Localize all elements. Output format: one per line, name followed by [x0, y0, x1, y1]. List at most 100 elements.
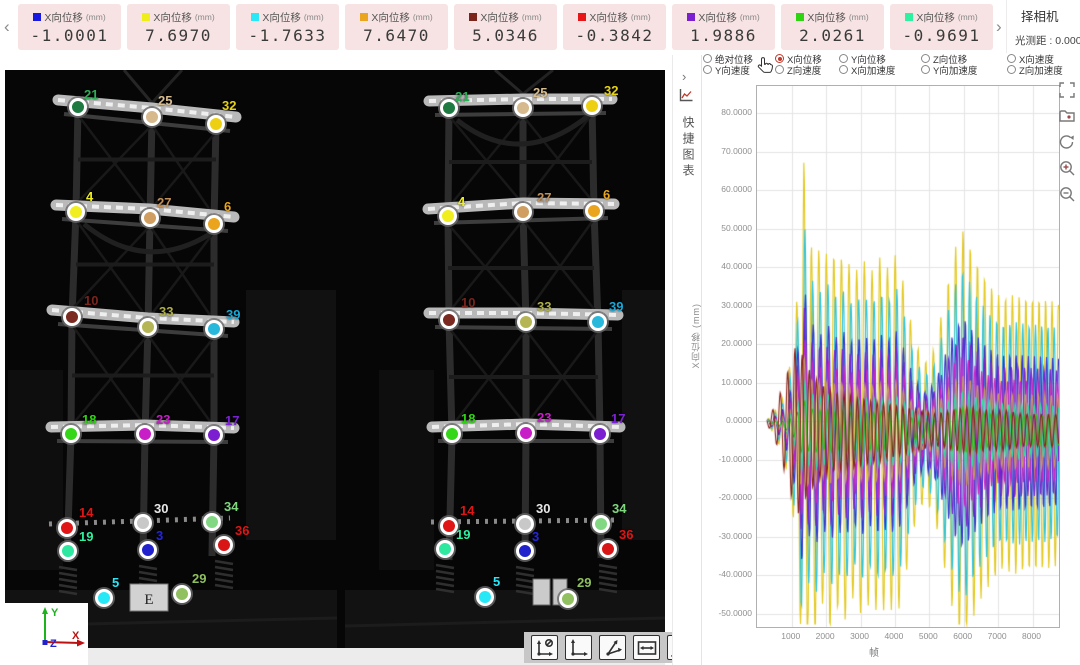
quick-chart-tab-label[interactable]: 快捷图表	[681, 116, 695, 180]
tracking-marker-4[interactable]	[67, 203, 85, 221]
radio-option-Y向位移[interactable]: Y向位移	[839, 53, 921, 66]
tracking-marker-25[interactable]	[514, 99, 532, 117]
radio-button-icon[interactable]	[921, 54, 930, 63]
marker-number-label: 6	[224, 199, 232, 214]
tracking-marker-21[interactable]	[69, 98, 87, 116]
tracking-marker-10[interactable]	[63, 308, 81, 326]
tracking-marker-36[interactable]	[215, 536, 233, 554]
tracking-marker-18[interactable]	[443, 425, 461, 443]
measurement-card[interactable]: X向位移 (mm) -0.3842	[563, 4, 666, 50]
chart-plot-area[interactable]	[756, 85, 1060, 628]
tracking-marker-6[interactable]	[585, 202, 603, 220]
tracking-marker-17[interactable]	[591, 425, 609, 443]
camera-images[interactable]: E	[5, 70, 665, 648]
tracking-marker-6[interactable]	[205, 215, 223, 233]
radio-option-Z向加速度[interactable]: Z向加速度	[1007, 64, 1080, 77]
radio-option-X向加速度[interactable]: X向加速度	[839, 64, 921, 77]
radio-option-Z向位移[interactable]: Z向位移	[921, 53, 1007, 66]
radio-button-icon[interactable]	[775, 54, 784, 63]
tracking-marker-23[interactable]	[136, 425, 154, 443]
measurement-card[interactable]: X向位移 (mm) 7.6970	[127, 4, 230, 50]
fullscreen-button[interactable]	[1058, 81, 1076, 99]
cards-scroll-left-button[interactable]: ‹	[4, 17, 10, 36]
cards-scroll-right-button[interactable]: ›	[996, 17, 1002, 36]
tracking-marker-36[interactable]	[599, 540, 617, 558]
tracking-marker-17[interactable]	[205, 426, 223, 444]
series-color-swatch	[251, 13, 260, 21]
tracking-marker-21[interactable]	[440, 99, 458, 117]
collapse-chevron-icon[interactable]: ›	[682, 69, 687, 84]
radio-option-Z向速度[interactable]: Z向速度	[775, 64, 839, 77]
radio-button-icon[interactable]	[703, 54, 712, 63]
axes-corner-button[interactable]	[565, 635, 592, 660]
radio-button-icon[interactable]	[703, 65, 712, 74]
card-metric-label: X向位移	[698, 11, 737, 24]
measurement-card[interactable]: X向位移 (mm) -0.9691	[890, 4, 993, 50]
tracking-marker-10[interactable]	[440, 311, 458, 329]
measurement-card[interactable]: X向位移 (mm) 7.6470	[345, 4, 448, 50]
camera-left-image[interactable]: E	[5, 70, 337, 648]
tracking-marker-14[interactable]	[58, 519, 76, 537]
marker-number-label: 4	[458, 194, 466, 209]
marker-number-label: 21	[84, 87, 99, 102]
tracking-marker-30[interactable]	[134, 514, 152, 532]
marker-number-label: 33	[159, 304, 174, 319]
x-tick-label: 1000	[781, 631, 801, 641]
axes-rotated-button[interactable]	[599, 635, 626, 660]
refresh-button[interactable]	[1058, 133, 1076, 151]
tracking-marker-29[interactable]	[559, 590, 577, 608]
tracking-marker-5[interactable]	[476, 588, 494, 606]
tracking-marker-27[interactable]	[514, 203, 532, 221]
marker-number-label: 30	[154, 501, 169, 516]
zoom-in-button[interactable]	[1058, 159, 1076, 177]
tracking-marker-29[interactable]	[173, 585, 191, 603]
radio-button-icon[interactable]	[921, 65, 930, 74]
measurement-card[interactable]: X向位移 (mm) 5.0346	[454, 4, 557, 50]
save-folder-button[interactable]	[1058, 107, 1076, 125]
tracking-marker-27[interactable]	[141, 209, 159, 227]
horizontal-range-button[interactable]	[633, 635, 660, 660]
tracking-marker-30[interactable]	[516, 515, 534, 533]
measurement-card[interactable]: X向位移 (mm) 2.0261	[781, 4, 884, 50]
measurement-card[interactable]: X向位移 (mm) -1.0001	[18, 4, 121, 50]
radio-button-icon[interactable]	[839, 54, 848, 63]
tracking-marker-25[interactable]	[143, 108, 161, 126]
tracking-marker-5[interactable]	[95, 589, 113, 607]
tracking-marker-3[interactable]	[139, 541, 157, 559]
tracking-marker-19[interactable]	[436, 540, 454, 558]
radio-button-icon[interactable]	[839, 65, 848, 74]
tracking-marker-33[interactable]	[139, 318, 157, 336]
radio-button-icon[interactable]	[775, 65, 784, 74]
tracking-marker-34[interactable]	[203, 513, 221, 531]
camera-right-image[interactable]	[345, 70, 665, 648]
zoom-out-button[interactable]	[1058, 185, 1076, 203]
radio-option-Y向速度[interactable]: Y向速度	[703, 64, 775, 77]
tracking-marker-3[interactable]	[516, 542, 534, 560]
measurement-card[interactable]: X向位移 (mm) 1.9886	[672, 4, 775, 50]
tracking-marker-19[interactable]	[59, 542, 77, 560]
tracking-marker-39[interactable]	[589, 313, 607, 331]
radio-option-绝对位移[interactable]: 绝对位移	[703, 53, 775, 66]
radio-option-X向速度[interactable]: X向速度	[1007, 53, 1080, 66]
radio-option-X向位移[interactable]: X向位移	[775, 53, 839, 66]
chart-canvas[interactable]	[757, 86, 1059, 627]
tracking-marker-18[interactable]	[62, 425, 80, 443]
marker-number-label: 39	[609, 299, 624, 314]
tracking-marker-34[interactable]	[592, 515, 610, 533]
axes-protractor-button[interactable]	[531, 635, 558, 660]
zoom-out-icon	[1060, 187, 1075, 202]
tracking-marker-39[interactable]	[205, 320, 223, 338]
tracking-marker-32[interactable]	[583, 97, 601, 115]
tracking-marker-14[interactable]	[440, 517, 458, 535]
measurement-cards: X向位移 (mm) -1.0001 X向位移 (mm) 7.6970 X向位移 …	[18, 4, 993, 50]
radio-button-icon[interactable]	[1007, 65, 1016, 74]
select-camera-label[interactable]: 择相机	[1021, 10, 1059, 24]
radio-button-icon[interactable]	[1007, 54, 1016, 63]
measurement-card[interactable]: X向位移 (mm) -1.7633	[236, 4, 339, 50]
tracking-marker-4[interactable]	[439, 207, 457, 225]
radio-option-Y向加速度[interactable]: Y向加速度	[921, 64, 1007, 77]
card-unit-label: (mm)	[303, 12, 324, 22]
tracking-marker-23[interactable]	[517, 424, 535, 442]
tracking-marker-32[interactable]	[207, 115, 225, 133]
tracking-marker-33[interactable]	[517, 313, 535, 331]
